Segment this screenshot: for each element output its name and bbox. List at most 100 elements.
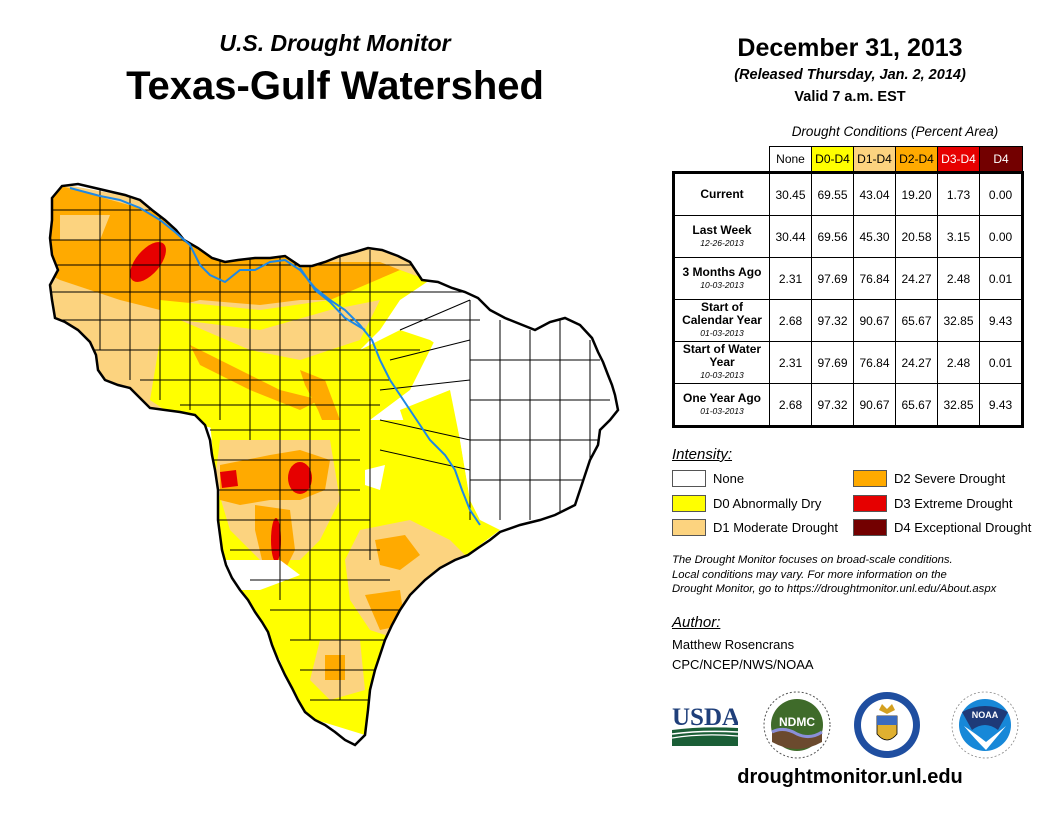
row-label-date: 12-26-2013 [700, 237, 744, 248]
row-label-text: 3 Months Ago [682, 264, 762, 279]
table-cell: 0.00 [979, 215, 1024, 258]
column-header: D4 [979, 146, 1023, 173]
table-cell: 30.45 [769, 171, 812, 216]
usda-logo: USDA [672, 704, 738, 746]
table-cell: 2.68 [769, 383, 812, 428]
commerce-logo [854, 692, 920, 758]
drought-map [48, 182, 620, 747]
row-label: 3 Months Ago 10-03-2013 [672, 257, 770, 300]
column-header: D1-D4 [853, 146, 896, 173]
row-label-date: 01-03-2013 [700, 405, 744, 416]
legend-item-d4: D4 Exceptional Drought [853, 519, 1031, 536]
table-cell: 9.43 [979, 299, 1024, 342]
row-label-date: 10-03-2013 [700, 279, 744, 290]
table-cell: 90.67 [853, 383, 896, 428]
table-cell: 76.84 [853, 257, 896, 300]
table-cell: 2.31 [769, 341, 812, 384]
ndmc-logo-text: NDMC [779, 715, 815, 729]
area-d2-south-coast [375, 535, 420, 570]
map-date: December 31, 2013 [737, 34, 963, 62]
row-label-text: Start of Calendar Year [682, 300, 762, 327]
table-row: Current 30.45 69.55 43.04 19.20 1.73 0.00 [672, 171, 1024, 216]
note-line: Local conditions may vary. For more info… [672, 568, 947, 581]
row-label-text: One Year Ago [682, 390, 762, 405]
legend-item-none: None [672, 470, 744, 487]
column-header: D0-D4 [811, 146, 854, 173]
table-cell: 43.04 [853, 171, 896, 216]
row-label-date: 01-03-2013 [700, 328, 744, 338]
area-d2-valley [325, 655, 345, 680]
area-d1-pocket [60, 215, 110, 240]
table-cell: 76.84 [853, 341, 896, 384]
row-label-date: 10-03-2013 [700, 370, 744, 380]
table-cell: 69.56 [811, 215, 854, 258]
map-title: Texas-Gulf Watershed [126, 64, 544, 108]
table-row: One Year Ago 01-03-2013 2.68 97.32 90.67 65.6… [672, 383, 1024, 428]
note-line: The Drought Monitor focuses on broad-sca… [672, 554, 953, 566]
area-d3-southwest2 [271, 518, 281, 562]
row-label-text: Start of Water Year [682, 342, 762, 369]
table-cell: 2.48 [937, 341, 980, 384]
area-none-southwest [225, 560, 300, 590]
usda-logo-text: USDA [672, 704, 738, 731]
legend-item-d1: D1 Moderate Drought [672, 519, 838, 536]
table-cell: 97.32 [811, 299, 854, 342]
area-d0-east-pocket [400, 390, 460, 460]
table-cell: 24.27 [895, 341, 938, 384]
author-title: Author: [672, 614, 721, 631]
row-label-text: Current [700, 187, 744, 201]
table-corner [674, 147, 770, 173]
valid-time: Valid 7 a.m. EST [794, 89, 906, 105]
noaa-logo-text: NOAA [972, 710, 999, 720]
column-header: D2-D4 [895, 146, 938, 173]
disclaimer-note: The Drought Monitor focuses on broad-sca… [672, 553, 1052, 597]
legend-swatch [853, 519, 887, 536]
row-label: Start of Water Year 10-03-2013 [672, 341, 770, 384]
area-d3-border [220, 470, 238, 488]
author-org: CPC/NCEP/NWS/NOAA [672, 657, 814, 672]
table-cell: 24.27 [895, 257, 938, 300]
note-line[interactable]: Drought Monitor, go to https://droughtmo… [672, 583, 997, 595]
table-cell: 97.69 [811, 257, 854, 300]
legend-swatch [853, 495, 887, 512]
area-d3-southwest [288, 462, 312, 494]
table-header-row: None D0-D4 D1-D4 D2-D4 D3-D4 D4 [674, 146, 1023, 173]
row-label: Current [672, 171, 770, 216]
table-cell: 2.48 [937, 257, 980, 300]
river-red-trinity [69, 187, 481, 526]
table-cell: 2.68 [769, 299, 812, 342]
website-link[interactable]: droughtmonitor.unl.edu [737, 766, 963, 788]
legend-swatch [672, 470, 706, 487]
county-lines [50, 184, 618, 701]
legend-label: D2 Severe Drought [894, 471, 1006, 486]
table-row: Start of Water Year 10-03-2013 2.31 97.69 76… [672, 341, 1024, 384]
release-date: (Released Thursday, Jan. 2, 2014) [734, 67, 966, 83]
table-cell: 20.58 [895, 215, 938, 258]
row-label: Last Week 12-26-2013 [672, 215, 770, 258]
table-cell: 9.43 [979, 383, 1024, 428]
watershed-border [48, 182, 620, 747]
noaa-logo: NOAA [951, 691, 1019, 759]
table-cell: 30.44 [769, 215, 812, 258]
table-cell: 2.31 [769, 257, 812, 300]
table-cell: 0.01 [979, 341, 1024, 384]
river-sabine [299, 267, 366, 331]
area-d2-central-streak [190, 345, 320, 410]
legend-label: None [713, 471, 745, 486]
table-cell: 32.85 [937, 299, 980, 342]
table-cell: 32.85 [937, 383, 980, 428]
column-header: None [769, 146, 812, 173]
legend-swatch [853, 470, 887, 487]
table-cell: 3.15 [937, 215, 980, 258]
column-header: D3-D4 [937, 146, 980, 173]
table-row: Start of Calendar Year 01-03-2013 2.68 97.3… [672, 299, 1024, 342]
table-cell: 0.00 [979, 171, 1024, 216]
legend-label: D1 Moderate Drought [713, 520, 839, 535]
legend-item-d3: D3 Extreme Drought [853, 495, 1013, 512]
row-label: One Year Ago 01-03-2013 [672, 383, 770, 428]
table-row: 3 Months Ago 10-03-2013 2.31 97.69 76.84 24.2… [672, 257, 1024, 300]
table-cell: 1.73 [937, 171, 980, 216]
legend-label: D0 Abnormally Dry [713, 496, 822, 511]
legend-label: D3 Extreme Drought [894, 496, 1013, 511]
row-label-text: Last Week [692, 222, 752, 237]
